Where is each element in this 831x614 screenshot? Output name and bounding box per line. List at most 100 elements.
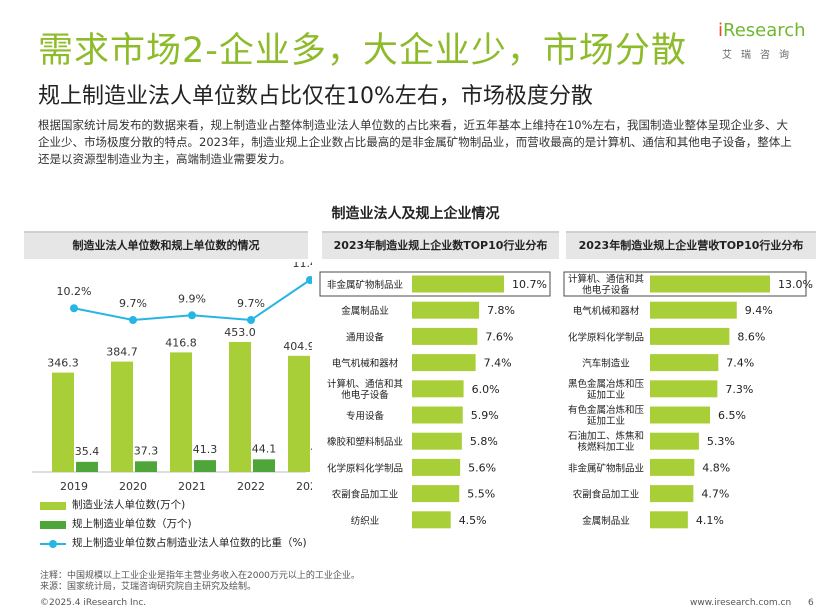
category-label: 核燃料加工业	[577, 441, 634, 453]
industry-value-label: 7.8%	[487, 304, 515, 317]
industry-bar	[650, 458, 695, 476]
legal-units-value-label: 416.8	[165, 336, 197, 349]
industry-value-label: 4.7%	[701, 488, 729, 501]
category-label: 农副食品加工业	[573, 489, 640, 501]
ratio-value-label: 10.2%	[57, 285, 92, 298]
above-scale-units-value-label: 44.1	[252, 442, 277, 455]
ratio-point	[188, 311, 196, 320]
industry-bar	[412, 327, 478, 345]
industry-value-label: 5.6%	[468, 461, 496, 474]
legal-units-bar	[52, 372, 74, 472]
industry-bar	[650, 354, 719, 372]
industry-value-label: 13.0%	[778, 278, 813, 291]
note-text: 注释：中国规模以上工业企业是指年主营业务收入在2000万元以上的工业企业。	[40, 571, 360, 581]
website-link[interactable]: www.iresearch.com.cn	[690, 598, 792, 608]
industry-value-label: 4.5%	[459, 514, 487, 527]
industry-value-label: 5.8%	[470, 435, 498, 448]
industry-value-label: 7.6%	[485, 330, 513, 343]
page-number: 6	[808, 598, 814, 608]
industry-value-label: 4.1%	[696, 514, 724, 527]
ratio-point	[247, 316, 255, 324]
legal-units-value-label: 453.0	[224, 326, 256, 339]
category-label: 计算机、通信和其	[568, 273, 645, 285]
industry-bar	[650, 301, 737, 319]
industry-bar	[412, 458, 461, 476]
category-label: 非金属矿物制品业	[327, 279, 403, 291]
industry-bar	[650, 327, 730, 345]
industry-bar	[412, 301, 480, 319]
ratio-point	[70, 304, 78, 313]
above-scale-units-bar	[194, 460, 216, 472]
industry-value-label: 5.9%	[471, 409, 499, 422]
ratio-value-label: 9.7%	[119, 297, 147, 310]
above-scale-units-value-label: 37.3	[134, 444, 159, 457]
logo-tagline: 艾瑞咨询	[722, 50, 798, 61]
legal-units-value-label: 384.7	[106, 346, 138, 359]
units-combo-chart: 346.3 35.4 2019 384.7 37.3 2020 416.8 41.3 2021 4…	[32, 262, 312, 493]
legal-units-value-label: 404.9	[283, 340, 312, 353]
category-label: 延加工业	[587, 415, 625, 427]
ratio-value-label: 9.7%	[237, 297, 265, 310]
industry-bar	[650, 380, 718, 398]
highlight-box	[563, 271, 807, 297]
industry-value-label: 10.7%	[512, 278, 547, 291]
industry-bar	[412, 485, 460, 503]
logo-wordmark: iResearch	[718, 20, 806, 41]
legend-item-ratio: 规上制造业单位数占制造业法人单位数的比重（%)	[40, 534, 307, 553]
category-label: 有色金属冶炼和压	[568, 404, 645, 416]
above-scale-units-value-label: 35.4	[75, 445, 100, 458]
legend-item-above-scale-units: 规上制造业单位数（万个)	[40, 515, 307, 534]
category-label: 农副食品加工业	[332, 489, 399, 501]
industry-bar	[650, 275, 770, 293]
count-top10-chart: 非金属矿物制品业 10.7% 金属制品业 7.8% 通用设备 7.6% 电气机械和器材 7.4…	[319, 271, 551, 529]
category-label: 非金属矿物制品业	[568, 462, 644, 474]
industry-value-label: 6.5%	[718, 409, 746, 422]
legend-line-marker	[40, 540, 66, 548]
category-label: 金属制品业	[341, 305, 389, 317]
legal-units-bar	[229, 342, 251, 472]
x-tick-label: 2020	[119, 480, 147, 493]
ratio-point	[306, 276, 312, 284]
ratio-value-label: 11.4%	[293, 262, 312, 270]
industry-bar	[412, 380, 464, 398]
category-label: 橡胶和塑料制品业	[327, 436, 403, 448]
industry-value-label: 7.4%	[726, 357, 754, 370]
iresearch-logo: iResearch 艾瑞咨询	[718, 20, 808, 64]
category-label: 他电子设备	[582, 284, 630, 296]
legal-units-bar	[288, 355, 310, 472]
revenue-top10-chart: 计算机、通信和其他电子设备 13.0% 电气机械和器材 9.4% 化学原料化学制品 8.6…	[563, 271, 813, 529]
above-scale-units-bar	[76, 461, 98, 472]
above-scale-units-bar	[135, 461, 157, 472]
ratio-value-label: 9.9%	[178, 292, 206, 305]
legend-item-legal-units: 制造业法人单位数(万个)	[40, 496, 307, 515]
category-label: 化学原料化学制品	[568, 331, 644, 343]
category-label: 专用设备	[346, 410, 385, 422]
industry-bar	[412, 511, 451, 529]
panel-title-count-top10: 2023年制造业规上企业数TOP10行业分布	[322, 231, 559, 259]
industry-bar	[412, 406, 463, 424]
source-text: 来源：国家统计局，艾瑞咨询研究院自主研究及绘制。	[40, 582, 257, 592]
category-label: 纺织业	[351, 515, 380, 527]
category-label: 化学原料化学制品	[327, 462, 403, 474]
industry-bar	[412, 354, 476, 372]
panel-title-units: 制造业法人单位数和规上单位数的情况	[24, 231, 308, 259]
chart-legend: 制造业法人单位数(万个) 规上制造业单位数（万个) 规上制造业单位数占制造业法人…	[40, 496, 307, 553]
above-scale-units-value-label: 41.3	[193, 443, 218, 456]
category-label: 汽车制造业	[582, 358, 630, 370]
industry-bar	[412, 275, 504, 293]
intro-paragraph: 根据国家统计局发布的数据来看，规上制造业占整体制造业法人单位数的占比来看，近五年…	[38, 118, 792, 166]
legal-units-value-label: 346.3	[47, 357, 79, 370]
industry-value-label: 5.3%	[707, 435, 735, 448]
category-label: 黑色金属冶炼和压	[568, 378, 645, 390]
category-label: 石油加工、炼焦和	[568, 430, 644, 442]
x-tick-label: 2022	[237, 480, 265, 493]
industry-value-label: 7.3%	[725, 383, 753, 396]
legend-swatch-dark-green	[40, 521, 66, 529]
page-subtitle: 规上制造业法人单位数占比仅在10%左右，市场极度分散	[38, 84, 593, 109]
industry-bar	[650, 406, 710, 424]
industry-value-label: 9.4%	[745, 304, 773, 317]
category-label: 计算机、通信和其	[327, 378, 404, 390]
page-title: 需求市场2-企业多，大企业少，市场分散	[38, 31, 687, 71]
legend-swatch-light-green	[40, 502, 66, 510]
category-label: 他电子设备	[341, 389, 389, 401]
